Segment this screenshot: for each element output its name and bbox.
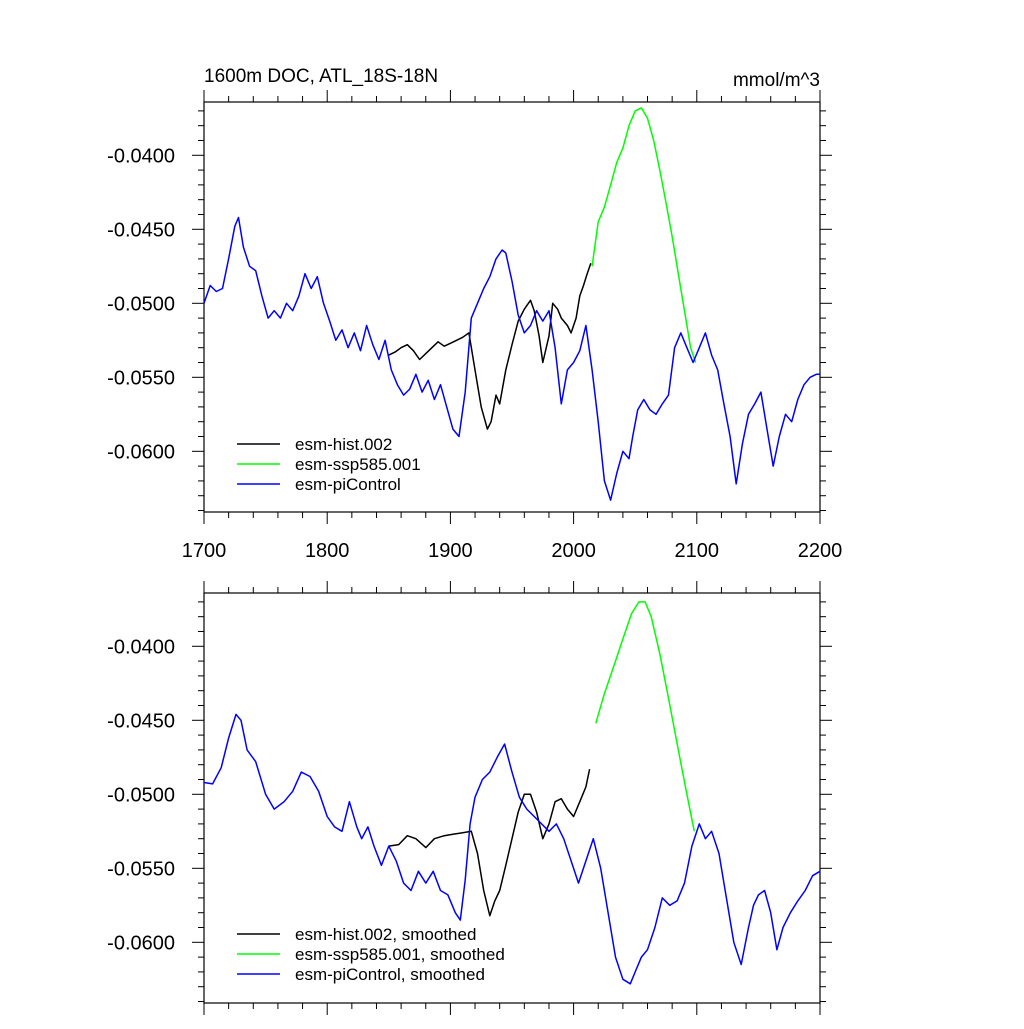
y-tick-label: -0.0500: [107, 293, 175, 315]
series-line: [388, 263, 592, 430]
x-tick-label: 2200: [798, 540, 843, 562]
legend-label: esm-ssp585.001: [295, 455, 421, 474]
plot-frame: [203, 592, 821, 1004]
series-line: [203, 216, 820, 501]
y-tick-label: -0.0400: [107, 636, 175, 658]
y-tick-label: -0.0450: [107, 710, 175, 732]
x-tick-label: 1800: [305, 540, 350, 562]
y-tick-label: -0.0450: [107, 219, 175, 241]
y-tick-label: -0.0600: [107, 932, 175, 954]
bottom-panel: -0.0400 -0.0450 -0.0500 -0.0550 -0.0600 esm-h…: [107, 581, 832, 1015]
x-tick-label: 2000: [551, 540, 596, 562]
y-tick-label: -0.0500: [107, 784, 175, 806]
x-tick-label: 1700: [182, 540, 227, 562]
y-tick-label: -0.0400: [107, 145, 175, 167]
legend-label: esm-piControl, smoothed: [295, 965, 485, 984]
y-tick-label: -0.0600: [107, 441, 175, 463]
series-line: [388, 768, 591, 917]
legend-label: esm-hist.002: [295, 435, 392, 454]
series-line: [203, 713, 821, 985]
plot-frame: [203, 101, 821, 513]
y-tick-label: -0.0550: [107, 858, 175, 880]
chart-title: 1600m DOC, ATL_18S-18N: [204, 66, 438, 87]
y-tick-label: -0.0550: [107, 367, 175, 389]
units-label: mmol/m^3: [733, 70, 820, 91]
legend-label: esm-hist.002, smoothed: [295, 925, 476, 944]
series-line: [595, 601, 696, 832]
x-tick-label: 2100: [675, 540, 720, 562]
series-line: [591, 107, 697, 363]
top-panel: 1600m DOC, ATL_18S-18N mmol/m^3 1700 1800…: [107, 66, 842, 562]
legend-label: esm-piControl: [295, 475, 401, 494]
x-tick-label: 1900: [428, 540, 473, 562]
legend-label: esm-ssp585.001, smoothed: [295, 945, 505, 964]
